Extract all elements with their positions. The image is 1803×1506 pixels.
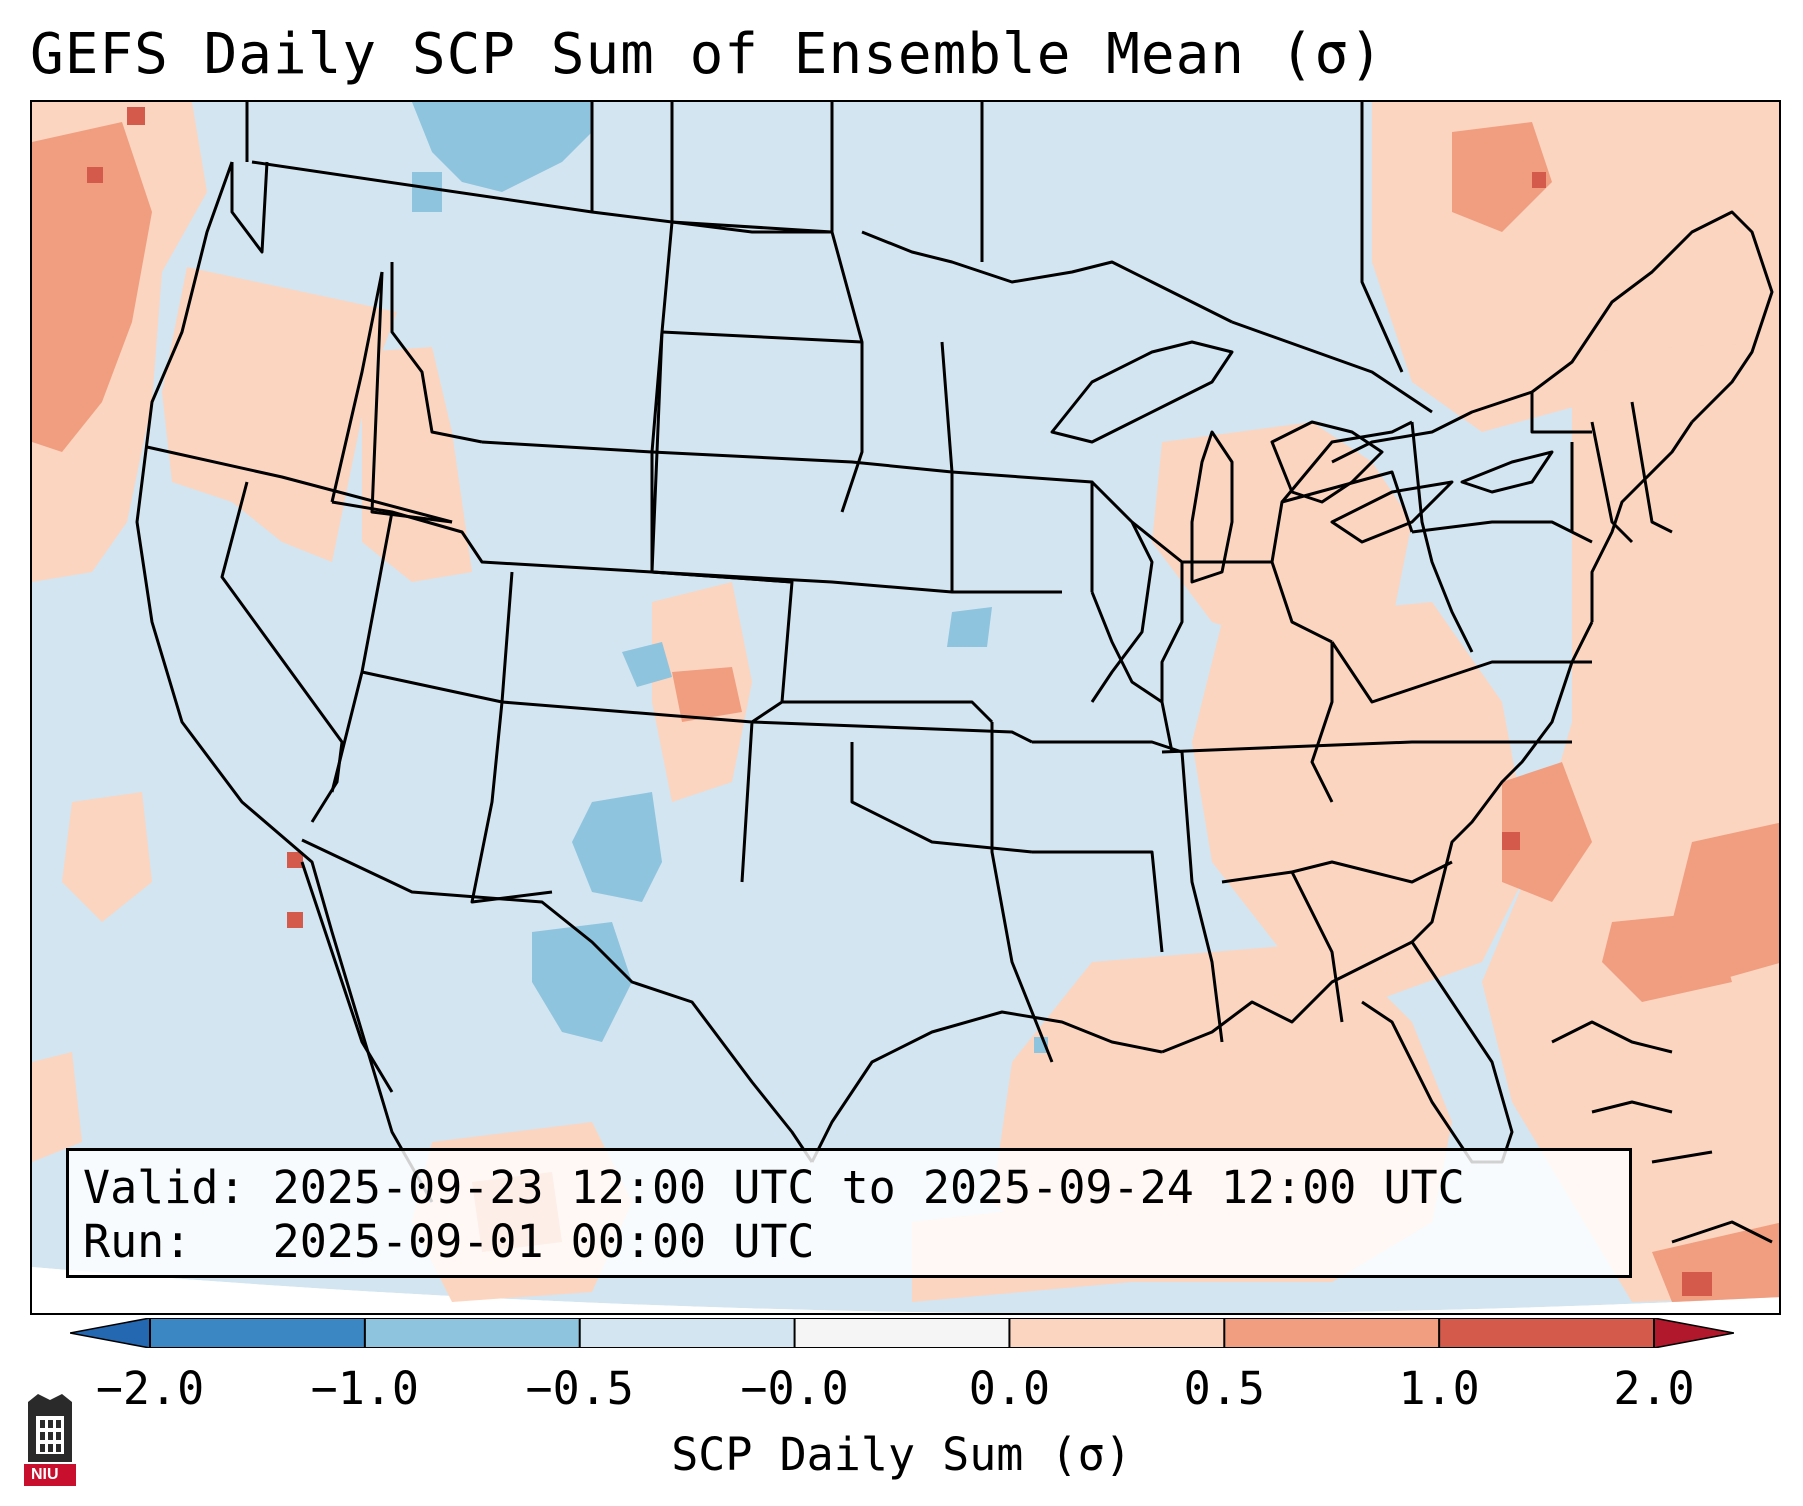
- map-panel: [30, 100, 1781, 1315]
- colorbar-bin: [794, 1318, 1010, 1348]
- colorbar-extend-low: [70, 1318, 151, 1348]
- colorbar: [70, 1318, 1734, 1348]
- colorbar-tick-label: 1.0: [1398, 1362, 1480, 1415]
- colorbar-bin: [1009, 1318, 1225, 1348]
- colorbar-extend-high: [1653, 1318, 1734, 1348]
- colorbar-ticks: [149, 1318, 1655, 1348]
- chart-title: GEFS Daily SCP Sum of Ensemble Mean (σ): [30, 22, 1384, 87]
- colorbar-bin: [150, 1318, 366, 1348]
- valid-label: Valid:: [83, 1161, 246, 1214]
- run-value: 2025-09-01 00:00 UTC: [272, 1215, 815, 1268]
- colorbar-label: SCP Daily Sum (σ): [671, 1428, 1132, 1481]
- colorbar-tick-label: −0.5: [525, 1362, 634, 1415]
- negative-anomaly-moderate: [412, 102, 1048, 1053]
- colorbar-tick-label: −0.0: [740, 1362, 849, 1415]
- validity-annotation-box: Valid: 2025-09-23 12:00 UTC to 2025-09-2…: [66, 1148, 1632, 1278]
- run-label: Run:: [83, 1215, 192, 1268]
- positive-anomaly-strong: [87, 107, 1712, 1296]
- colorbar-tick-label: 2.0: [1613, 1362, 1695, 1415]
- run-time-line: Run: 2025-09-01 00:00 UTC: [83, 1215, 1615, 1269]
- valid-time-line: Valid: 2025-09-23 12:00 UTC to 2025-09-2…: [83, 1161, 1615, 1215]
- colorbar-tick-label: 0.5: [1183, 1362, 1265, 1415]
- colorbar-tick-label: 0.0: [968, 1362, 1051, 1415]
- colorbar-tick-label: −2.0: [95, 1362, 205, 1415]
- valid-value: 2025-09-23 12:00 UTC to 2025-09-24 12:00…: [272, 1161, 1465, 1214]
- colorbar-bin: [1439, 1318, 1655, 1348]
- domain-edge: [32, 1267, 1779, 1313]
- colorbar-bin: [1224, 1318, 1440, 1348]
- map-canvas: [32, 102, 1779, 1313]
- colorbar-tick-label: −1.0: [310, 1362, 420, 1415]
- colorbar-bin: [364, 1318, 581, 1348]
- niu-logo: NIU: [20, 1390, 80, 1494]
- colorbar-bin: [579, 1318, 796, 1348]
- niu-logo-text: NIU: [31, 1466, 59, 1483]
- political-boundaries: [135, 102, 1774, 1244]
- university-tower-icon: [24, 1394, 76, 1486]
- colorbar-bins: [150, 1318, 1655, 1348]
